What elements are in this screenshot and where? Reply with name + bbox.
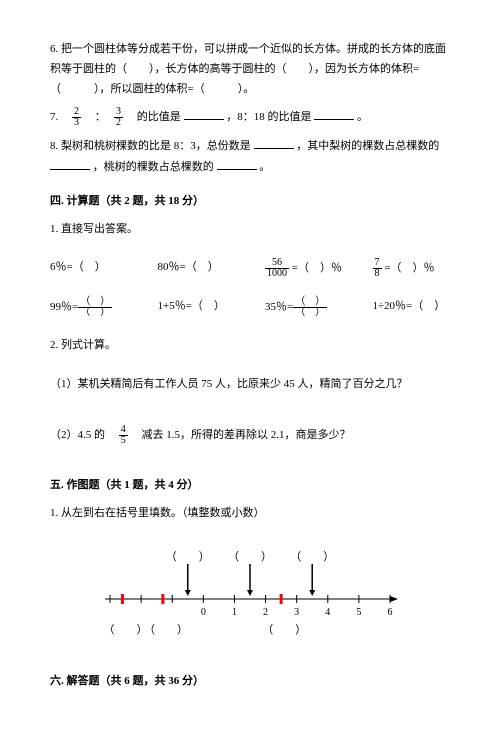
svg-text:5: 5 (356, 607, 361, 618)
svg-text:（ ）: （ ） (262, 623, 306, 636)
q8-t2: ，其中梨树的棵数占总棵数的 (296, 140, 439, 152)
calc-1c: 56 1000 =（ ）％ (265, 258, 343, 279)
calc-2b: 1+5％=（ ） (158, 297, 236, 318)
section-5-header: 五. 作图题（共 1 题，共 4 分） (50, 476, 450, 496)
svg-text:（ ）: （ ） (166, 550, 210, 563)
svg-text:（ ）: （ ） (290, 550, 334, 563)
svg-text:0: 0 (201, 607, 206, 618)
frac-num: （ ） (78, 297, 112, 308)
calc-row-1: 6％=（ ） 80％=（ ） 56 1000 =（ ）％ 7 8 =（ ）％ (50, 258, 450, 279)
frac-den: 3 (72, 118, 81, 128)
frac-den: （ ） (293, 308, 327, 318)
blank (50, 157, 90, 170)
number-line-svg: 0123456（ ）（ ）（ ）（ ）（ ）（ ） (95, 544, 405, 644)
sub2-pre: （2）4.5 的 (50, 429, 116, 441)
calc-2c: 35％=（ ）（ ） (265, 297, 343, 318)
section-4-header: 四. 计算题（共 2 题，共 18 分） (50, 192, 450, 212)
calc-2d: 1÷20％=（ ） (373, 297, 451, 318)
svg-text:（ ）: （ ） (104, 623, 148, 636)
q8-t3: ，桃树的棵数占总棵数的 (93, 161, 214, 173)
frac-den: 8 (373, 269, 382, 279)
frac-num: 56 (265, 258, 289, 269)
q8-t4: 。 (259, 161, 270, 173)
sub2-frac: 4 5 (119, 425, 128, 446)
question-8: 8. 梨树和桃树棵数的比是 8：3，总份数是 ，其中梨树的棵数占总棵数的 ，桃树… (50, 136, 450, 178)
frac-den: （ ） (78, 308, 112, 318)
paren-frac: （ ）（ ） (293, 297, 327, 318)
calc-1d-frac: 7 8 (373, 258, 382, 279)
frac-den: 5 (119, 436, 128, 446)
blank (184, 107, 224, 120)
svg-text:6: 6 (388, 607, 393, 618)
q7-prefix: 7. (50, 111, 69, 123)
calc-2a: 99％=（ ）（ ） (50, 297, 128, 318)
section-6-header: 六. 解答题（共 6 题，共 36 分） (50, 672, 450, 692)
calc-1a: 6％=（ ） (50, 258, 128, 279)
sub2-post: 减去 1.5，所得的差再除以 2.1，商是多少？ (131, 429, 351, 441)
calc-1c-rest: =（ ）％ (292, 262, 342, 274)
calc-q1-title: 1. 直接写出答案。 (50, 220, 450, 240)
svg-text:2: 2 (263, 607, 268, 618)
q7-end: 。 (357, 111, 368, 123)
frac-num: （ ） (293, 297, 327, 308)
q7-frac1: 2 3 (72, 107, 81, 128)
number-line: 0123456（ ）（ ）（ ）（ ）（ ）（ ） (95, 544, 405, 644)
blank (314, 107, 354, 120)
calc-1c-frac: 56 1000 (265, 258, 289, 279)
calc-1b: 80％=（ ） (158, 258, 236, 279)
svg-text:4: 4 (325, 607, 330, 618)
calc-q2-sub2: （2）4.5 的 4 5 减去 1.5，所得的差再除以 2.1，商是多少？ (50, 425, 450, 446)
q7-colon: ： (84, 111, 112, 123)
blank (254, 136, 294, 149)
frac-num: 7 (373, 258, 382, 269)
q7-mid: 的比值是 (126, 111, 181, 123)
calc-2a-pre: 99％= (50, 301, 78, 313)
section-5-q1: 1. 从左到右在括号里填数。（填整数或小数） (50, 504, 450, 524)
calc-1d-rest: =（ ）％ (384, 262, 434, 274)
number-line-figure: 0123456（ ）（ ）（ ）（ ）（ ）（ ） (50, 544, 450, 652)
svg-text:1: 1 (232, 607, 237, 618)
frac-den: 2 (114, 118, 123, 128)
calc-1d: 7 8 =（ ）％ (373, 258, 451, 279)
svg-text:3: 3 (294, 607, 299, 618)
svg-text:（ ）: （ ） (144, 623, 188, 636)
q6-text: 6. 把一个圆柱体等分成若干份，可以拼成一个近似的长方体。拼成的长方体的底面积等… (50, 43, 446, 95)
frac-den: 1000 (265, 269, 289, 279)
q7-mid2: ，8：18 的比值是 (226, 111, 311, 123)
question-7: 7. 2 3 ： 3 2 的比值是 ，8：18 的比值是 。 (50, 107, 450, 128)
calc-q2-sub1: （1）某机关精简后有工作人员 75 人，比原来少 45 人，精简了百分之几？ (50, 375, 450, 395)
question-6: 6. 把一个圆柱体等分成若干份，可以拼成一个近似的长方体。拼成的长方体的底面积等… (50, 40, 450, 99)
calc-row-2: 99％=（ ）（ ） 1+5％=（ ） 35％=（ ）（ ） 1÷20％=（ ） (50, 297, 450, 318)
calc-2c-pre: 35％= (265, 301, 293, 313)
svg-text:（ ）: （ ） (228, 550, 272, 563)
q7-frac2: 3 2 (114, 107, 123, 128)
paren-frac: （ ）（ ） (78, 297, 112, 318)
blank (217, 157, 257, 170)
q8-t1: 8. 梨树和桃树棵数的比是 8：3，总份数是 (50, 140, 251, 152)
calc-q2-title: 2. 列式计算。 (50, 336, 450, 356)
